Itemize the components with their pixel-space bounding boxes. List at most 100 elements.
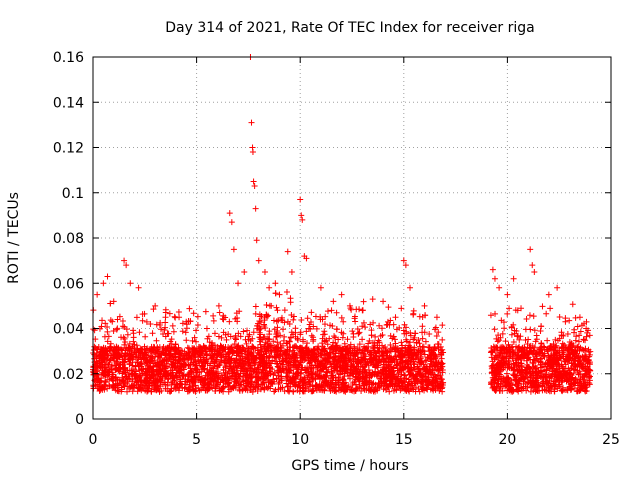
data-point	[501, 325, 508, 332]
data-point	[108, 365, 115, 372]
data-point	[258, 347, 265, 354]
data-point	[288, 311, 295, 318]
data-point	[565, 365, 572, 372]
data-point	[439, 366, 446, 373]
data-point	[310, 354, 317, 361]
data-point	[162, 373, 169, 380]
data-point	[304, 340, 311, 347]
data-point	[511, 351, 518, 358]
data-point	[306, 321, 313, 328]
data-point	[210, 342, 217, 349]
data-point	[349, 328, 356, 335]
data-point	[410, 346, 417, 353]
data-point	[394, 383, 401, 390]
data-point	[379, 325, 386, 332]
data-point-outlier	[514, 307, 521, 314]
data-point	[237, 367, 244, 374]
data-point	[96, 388, 103, 395]
data-point	[264, 340, 271, 347]
data-point	[433, 332, 440, 339]
data-point	[293, 370, 300, 377]
data-point	[294, 359, 301, 366]
data-point-outlier	[303, 255, 310, 262]
data-point	[391, 353, 398, 360]
data-point	[515, 352, 522, 359]
data-point	[580, 336, 587, 343]
data-point-outlier	[183, 318, 190, 325]
data-point	[234, 318, 241, 325]
data-point	[328, 344, 335, 351]
data-point	[142, 333, 149, 340]
data-point	[288, 377, 295, 384]
data-point	[266, 331, 273, 338]
data-point-outlier	[380, 298, 387, 305]
data-point	[190, 387, 197, 394]
y-axis-label: ROTI / TECUs	[6, 192, 22, 284]
data-point	[124, 350, 131, 357]
data-point	[286, 338, 293, 345]
data-point	[225, 350, 232, 357]
data-point	[518, 385, 525, 392]
data-point	[546, 385, 553, 392]
data-point	[255, 377, 262, 384]
data-point	[529, 378, 536, 385]
data-point-outlier	[576, 314, 583, 321]
data-point	[533, 353, 540, 360]
data-point	[397, 350, 404, 357]
data-point	[153, 321, 160, 328]
data-point	[330, 339, 337, 346]
data-point	[209, 345, 216, 352]
data-point	[513, 362, 520, 369]
data-point	[501, 346, 508, 353]
data-point	[327, 372, 334, 379]
data-point-outlier	[235, 280, 242, 287]
data-point	[158, 351, 165, 358]
data-point	[138, 346, 145, 353]
data-point	[406, 369, 413, 376]
data-point	[166, 352, 173, 359]
data-point	[541, 344, 548, 351]
data-point	[202, 308, 209, 315]
data-point	[222, 357, 229, 364]
data-point-outlier	[433, 314, 440, 321]
data-point	[216, 309, 223, 316]
data-point	[194, 313, 201, 320]
data-point	[542, 360, 549, 367]
data-point	[398, 305, 405, 312]
data-point	[167, 372, 174, 379]
data-point	[230, 349, 237, 356]
y-tick-label: 0.04	[53, 322, 84, 338]
data-point	[235, 352, 242, 359]
data-point	[126, 367, 133, 374]
data-point	[319, 316, 326, 323]
data-point	[380, 386, 387, 393]
data-point	[222, 331, 229, 338]
data-point	[341, 340, 348, 347]
data-point	[353, 306, 360, 313]
data-point	[232, 359, 239, 366]
y-tick-label: 0.12	[53, 141, 84, 157]
data-point	[510, 371, 517, 378]
data-point	[274, 327, 281, 334]
data-point	[376, 376, 383, 383]
data-point	[298, 366, 305, 373]
data-point	[244, 368, 251, 375]
data-point	[432, 386, 439, 393]
data-point	[250, 329, 257, 336]
data-point	[150, 306, 157, 313]
data-point	[353, 385, 360, 392]
data-point	[119, 317, 126, 324]
data-point-outlier	[288, 268, 295, 275]
data-point	[321, 379, 328, 386]
data-point	[406, 388, 413, 395]
data-point	[554, 385, 561, 392]
data-point	[539, 350, 546, 357]
data-point	[410, 386, 417, 393]
data-point	[387, 372, 394, 379]
data-point	[380, 352, 387, 359]
data-point	[157, 326, 164, 333]
data-point-outlier	[250, 178, 257, 185]
data-point	[577, 360, 584, 367]
data-point	[294, 336, 301, 343]
data-point	[506, 386, 513, 393]
